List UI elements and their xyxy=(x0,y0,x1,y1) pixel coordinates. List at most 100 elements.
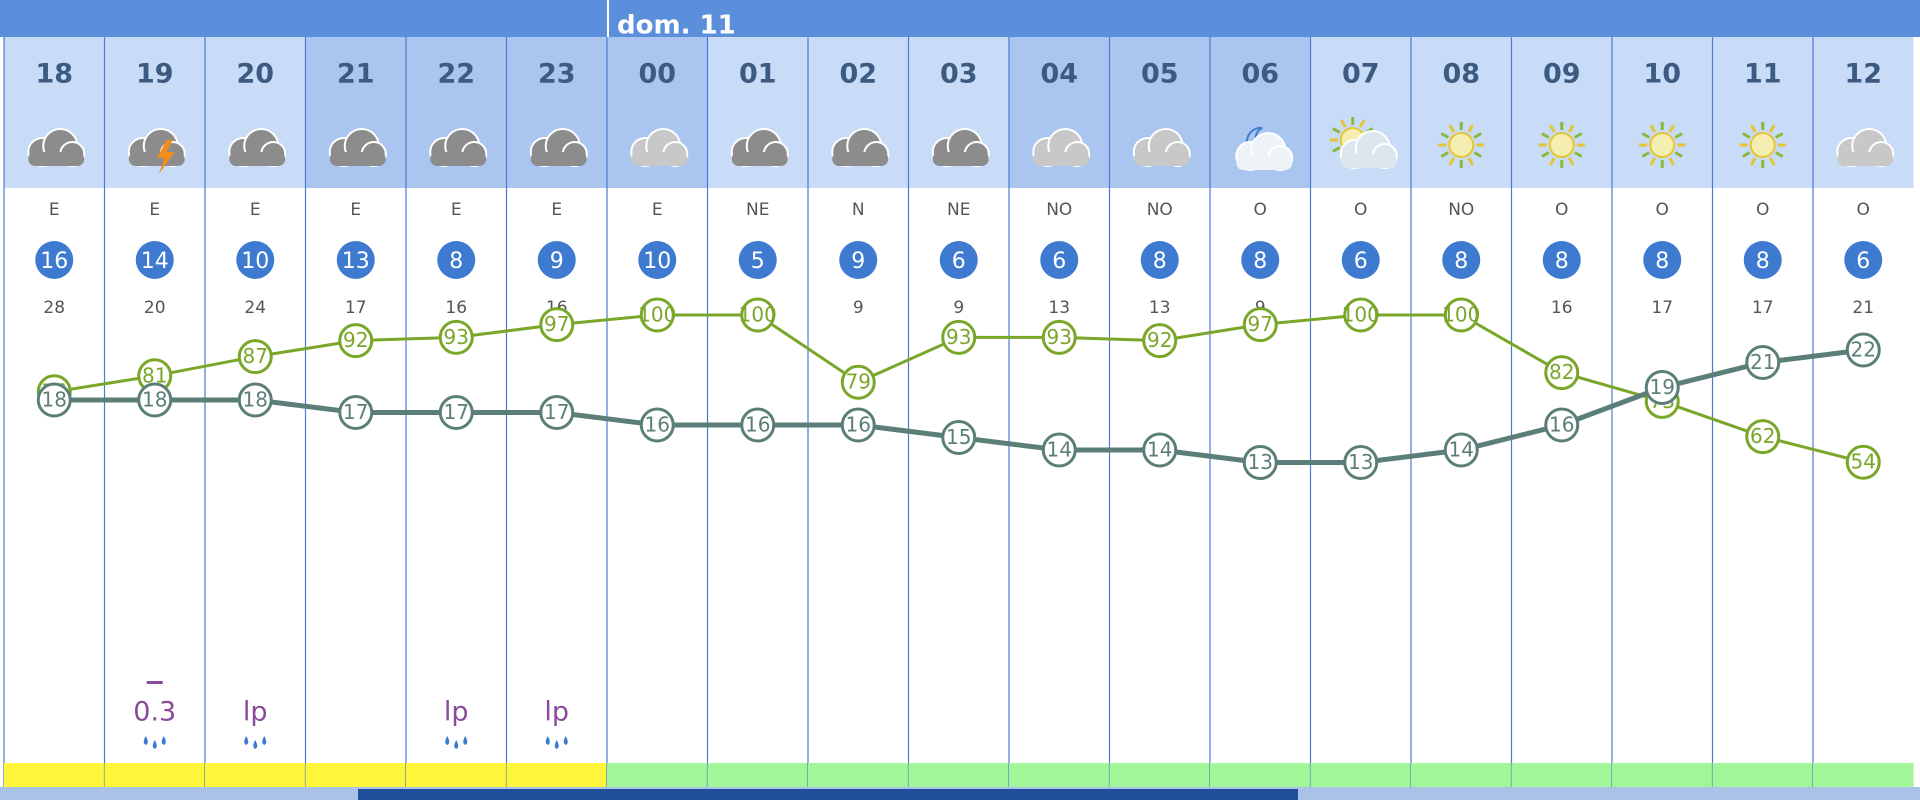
sun-ray xyxy=(1768,124,1776,133)
temperature-point xyxy=(438,395,474,430)
wind-speed: 13 xyxy=(342,249,370,274)
wind-dir: E xyxy=(49,200,60,220)
alert-bar xyxy=(707,763,808,787)
wind-badge xyxy=(1844,241,1883,279)
wind-badge xyxy=(839,241,878,279)
precip: lp xyxy=(243,697,268,728)
wind-badge xyxy=(336,241,375,279)
humidity-point xyxy=(1544,355,1580,391)
gust: 17 xyxy=(1651,298,1673,318)
humidity-point xyxy=(1845,444,1881,480)
wind-badge xyxy=(1040,241,1079,279)
wind-badge xyxy=(939,241,978,279)
sun-ray xyxy=(1567,157,1575,166)
temperature-label: 17 xyxy=(444,400,469,424)
temperature-point xyxy=(1745,345,1781,380)
temperature-label: 16 xyxy=(645,413,670,437)
sun-ray xyxy=(1548,124,1556,133)
wind-speed: 6 xyxy=(1354,249,1368,274)
humidity-point xyxy=(1443,297,1479,333)
gust: 17 xyxy=(345,298,367,318)
alert-bar xyxy=(1210,763,1311,787)
sun-ray xyxy=(1548,157,1556,166)
hour-column: 07 O 6 xyxy=(1309,37,1411,787)
alert-bar xyxy=(406,763,507,787)
humidity-point xyxy=(1343,297,1379,333)
sun-ray xyxy=(1473,151,1482,158)
sun-ray xyxy=(1774,132,1784,139)
wind-speed: 8 xyxy=(1253,249,1267,274)
temperature-label: 18 xyxy=(142,388,167,412)
sun-disc xyxy=(1749,132,1776,158)
drop xyxy=(262,736,267,745)
gust: 9 xyxy=(953,298,964,318)
wind-dir: E xyxy=(149,200,160,220)
gust: 13 xyxy=(1149,298,1171,318)
sun-ray xyxy=(1541,151,1550,158)
temperature-label: 17 xyxy=(544,400,569,424)
cloud-base xyxy=(932,152,989,166)
sun-ray xyxy=(1473,132,1482,139)
sun-ray xyxy=(1649,124,1657,133)
hour-label: 12 xyxy=(1844,59,1882,90)
sun-ray xyxy=(1440,132,1450,139)
temperature-point xyxy=(1343,445,1379,480)
sun-disc xyxy=(1448,132,1475,158)
lines: 7681879293971001007993939297100100827362… xyxy=(36,297,1881,480)
bolt xyxy=(156,140,175,174)
sun-ray xyxy=(1749,124,1757,133)
wind-badge xyxy=(1542,241,1581,279)
wind-dir: O xyxy=(1656,200,1669,220)
alert-bar xyxy=(1009,763,1110,787)
day-bar xyxy=(0,0,1920,37)
wind-badge xyxy=(638,241,677,279)
wind-badge xyxy=(1140,241,1179,279)
temperature-point xyxy=(941,420,977,455)
wind-dir: O xyxy=(1857,200,1870,220)
wind-speed: 9 xyxy=(851,249,865,274)
hour-column: 03 NE 6 9 xyxy=(907,37,1009,787)
wind-speed: 8 xyxy=(1153,249,1167,274)
temperature-label: 13 xyxy=(1248,450,1273,474)
temperature-point xyxy=(539,395,575,430)
hour-label: 21 xyxy=(337,59,375,90)
humidity-label: 97 xyxy=(1248,312,1273,336)
temperature-label: 19 xyxy=(1650,375,1675,399)
precip: lp xyxy=(544,697,569,728)
alert-bar xyxy=(305,763,406,787)
temperature-label: 22 xyxy=(1851,338,1876,362)
scroll-thumb[interactable] xyxy=(358,789,1298,800)
humidity-point xyxy=(1745,419,1781,455)
temperature-label: 13 xyxy=(1348,450,1373,474)
cloud-base xyxy=(1133,152,1190,166)
drop xyxy=(445,736,450,745)
cloud-base xyxy=(28,152,85,166)
sun-disc xyxy=(1548,132,1575,158)
wind-dir: E xyxy=(551,200,562,220)
humidity-label: 100 xyxy=(1342,303,1380,327)
alert-bar xyxy=(808,763,909,787)
humidity-label: 62 xyxy=(1750,424,1775,448)
hour-column: 05 NO 8 13 xyxy=(1108,37,1210,787)
wind-badge xyxy=(236,241,275,279)
hour-column: 01 NE 5 xyxy=(706,37,808,787)
alert-bar xyxy=(1109,763,1210,787)
temperature-point xyxy=(840,407,876,443)
hour-label: 07 xyxy=(1342,59,1380,90)
sun-ray xyxy=(1668,157,1676,166)
wind-badge xyxy=(1442,241,1481,279)
sun-ray xyxy=(1742,132,1751,139)
wind-speed: 8 xyxy=(1655,249,1669,274)
hour-label: 22 xyxy=(437,59,475,90)
cloud-base xyxy=(1340,154,1397,168)
drop xyxy=(161,736,166,745)
temperature-label: 14 xyxy=(1047,438,1072,462)
humidity-point xyxy=(941,319,977,355)
cloud-base xyxy=(128,152,185,166)
humidity-label: 93 xyxy=(444,325,469,349)
hour-label: 19 xyxy=(136,59,174,90)
wind-dir: E xyxy=(250,200,261,220)
hour-column: 12 O 6 21 xyxy=(1812,37,1914,787)
humidity-point xyxy=(840,364,876,400)
